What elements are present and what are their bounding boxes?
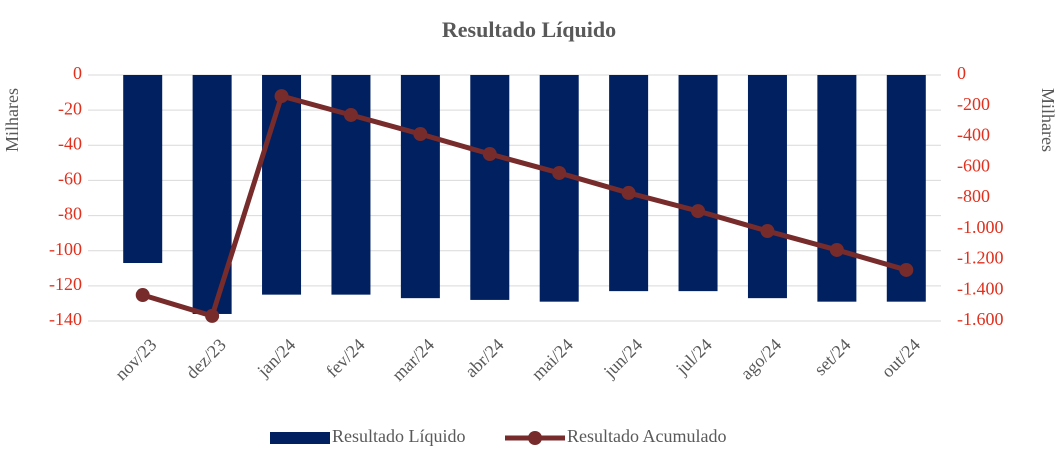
x-tick-label: jan/24 [253,335,300,382]
y-tick-label: -80 [58,204,82,224]
x-tick-label: fev/24 [322,335,369,382]
x-tick-label: mar/24 [388,335,438,385]
y2-tick-label: -1.400 [957,278,1004,298]
y-tick-label: 0 [73,63,82,83]
bar [123,75,163,264]
y2-tick-label: -1.200 [957,248,1004,268]
bar [539,75,579,302]
bar [678,75,718,292]
legend-swatch [270,432,330,444]
line-marker [899,262,914,277]
y2-tick-label: -400 [957,125,990,145]
chart-title: Resultado Líquido [442,17,616,42]
x-tick-label: ago/24 [736,335,785,384]
y-axis-title: Milhares [2,88,22,152]
line-marker [482,147,497,162]
y2-axis-title: Milhares [1038,88,1058,152]
line-marker [760,224,775,239]
y2-tick-label: 0 [957,63,966,83]
legend-label: Resultado Acumulado [567,426,726,446]
bar [331,75,371,295]
y2-tick-label: -800 [957,186,990,206]
y-tick-label: -120 [49,274,82,294]
y-tick-label: -60 [58,169,82,189]
legend-marker [528,431,542,445]
line-marker [829,242,844,257]
y2-tick-label: -1.600 [957,309,1004,329]
x-tick-label: out/24 [877,335,924,382]
line-marker [691,204,706,219]
line-marker [274,89,289,104]
x-tick-label: set/24 [810,335,855,380]
y2-tick-label: -200 [957,94,990,114]
x-tick-label: jul/24 [671,335,716,380]
y-tick-label: -100 [49,239,82,259]
x-tick-label: nov/23 [111,335,161,385]
x-tick-label: jun/24 [599,335,646,382]
legend-label: Resultado Líquido [332,426,466,446]
y2-tick-label: -600 [957,155,990,175]
line [141,93,907,319]
line-marker [552,165,567,180]
bar [747,75,787,299]
y2-tick-label: -1.000 [957,217,1004,237]
line-marker [205,308,220,323]
y-tick-label: -20 [58,98,82,118]
y-tick-label: -140 [49,309,82,329]
y-tick-label: -40 [58,133,82,153]
bar [609,75,649,292]
x-tick-label: abr/24 [461,335,508,382]
line-marker [413,127,428,142]
line-marker [621,185,636,200]
x-tick-label: mai/24 [527,335,576,384]
line-marker [135,288,150,303]
x-tick-label: dez/23 [182,335,230,383]
bar [470,75,510,300]
line-marker [343,107,358,122]
bar [817,75,857,302]
bar [262,75,302,295]
bar [400,75,440,299]
